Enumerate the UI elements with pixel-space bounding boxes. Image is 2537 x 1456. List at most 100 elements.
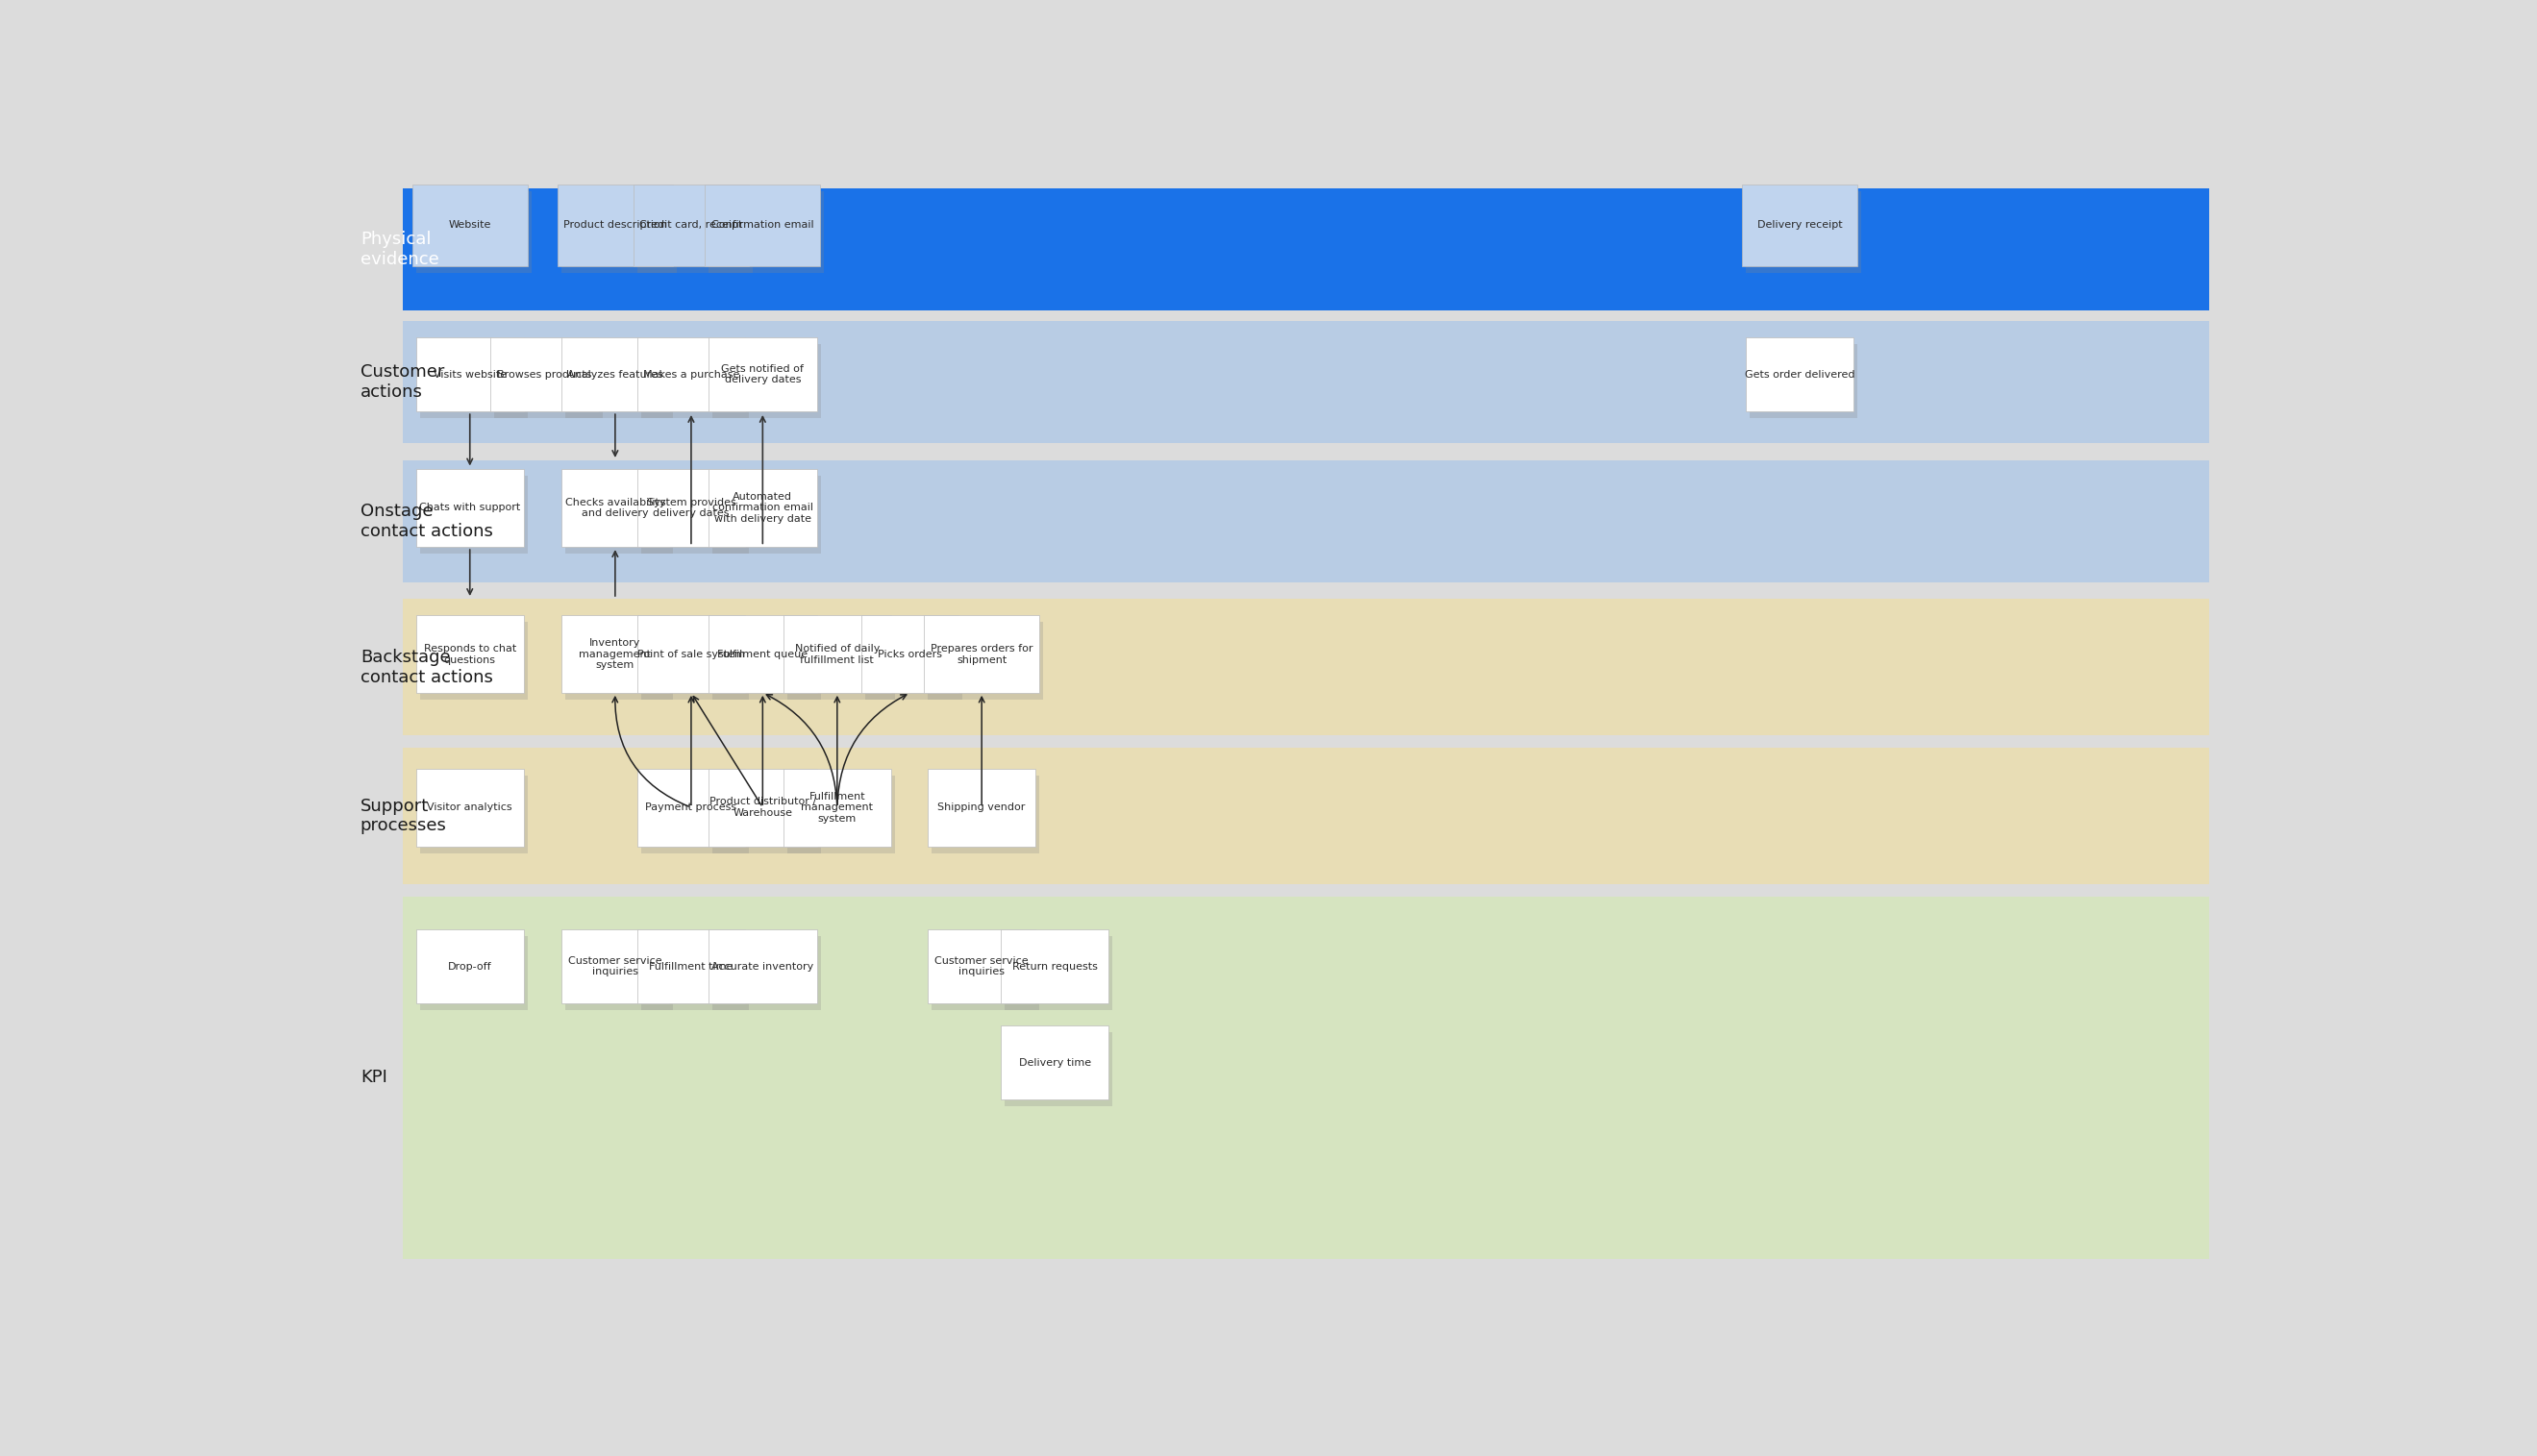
FancyBboxPatch shape xyxy=(416,469,523,546)
Text: Credit card, receipt: Credit card, receipt xyxy=(639,220,743,230)
Text: Customer service
inquiries: Customer service inquiries xyxy=(934,957,1027,977)
FancyBboxPatch shape xyxy=(784,769,890,846)
Text: Responds to chat
questions: Responds to chat questions xyxy=(424,644,515,664)
FancyBboxPatch shape xyxy=(713,775,819,853)
FancyBboxPatch shape xyxy=(642,936,748,1010)
FancyBboxPatch shape xyxy=(416,616,523,693)
FancyBboxPatch shape xyxy=(561,469,670,546)
FancyBboxPatch shape xyxy=(637,929,746,1003)
FancyBboxPatch shape xyxy=(561,616,670,693)
FancyBboxPatch shape xyxy=(642,775,748,853)
Text: Onstage
contact actions: Onstage contact actions xyxy=(360,502,492,540)
FancyBboxPatch shape xyxy=(634,185,748,266)
FancyBboxPatch shape xyxy=(637,616,746,693)
FancyBboxPatch shape xyxy=(403,897,2210,1259)
Text: Gets notified of
delivery dates: Gets notified of delivery dates xyxy=(721,364,804,384)
FancyBboxPatch shape xyxy=(637,191,753,272)
Text: Website: Website xyxy=(449,220,492,230)
Text: Chats with support: Chats with support xyxy=(419,502,520,513)
FancyBboxPatch shape xyxy=(566,936,672,1010)
Text: Physical
evidence: Physical evidence xyxy=(360,230,439,268)
FancyBboxPatch shape xyxy=(708,191,825,272)
FancyBboxPatch shape xyxy=(1005,1032,1114,1107)
FancyBboxPatch shape xyxy=(419,936,528,1010)
FancyBboxPatch shape xyxy=(931,936,1040,1010)
FancyBboxPatch shape xyxy=(1745,338,1855,412)
FancyBboxPatch shape xyxy=(558,185,672,266)
FancyBboxPatch shape xyxy=(1751,344,1857,418)
Text: Picks orders: Picks orders xyxy=(878,649,941,660)
FancyBboxPatch shape xyxy=(403,322,2210,443)
FancyBboxPatch shape xyxy=(419,622,528,700)
FancyBboxPatch shape xyxy=(1000,1025,1109,1099)
Text: Accurate inventory: Accurate inventory xyxy=(710,962,814,971)
Text: Inventory
management
system: Inventory management system xyxy=(578,638,652,670)
Text: Fulfilment queue: Fulfilment queue xyxy=(718,649,807,660)
FancyBboxPatch shape xyxy=(642,344,748,418)
Text: Notified of daily
fulfillment list: Notified of daily fulfillment list xyxy=(794,644,880,664)
FancyBboxPatch shape xyxy=(642,622,748,700)
Text: Analyzes features: Analyzes features xyxy=(568,370,662,380)
Text: Support
processes: Support processes xyxy=(360,798,447,834)
Text: Delivery time: Delivery time xyxy=(1020,1059,1091,1067)
FancyBboxPatch shape xyxy=(403,598,2210,735)
FancyBboxPatch shape xyxy=(929,929,1035,1003)
FancyBboxPatch shape xyxy=(1743,185,1857,266)
FancyBboxPatch shape xyxy=(863,616,959,693)
Text: Makes a purchase: Makes a purchase xyxy=(642,370,738,380)
FancyBboxPatch shape xyxy=(784,616,890,693)
FancyBboxPatch shape xyxy=(419,344,528,418)
FancyBboxPatch shape xyxy=(705,185,819,266)
FancyBboxPatch shape xyxy=(411,185,528,266)
Text: Customer service
inquiries: Customer service inquiries xyxy=(568,957,662,977)
FancyBboxPatch shape xyxy=(708,769,817,846)
FancyBboxPatch shape xyxy=(708,929,817,1003)
Text: Prepares orders for
shipment: Prepares orders for shipment xyxy=(931,644,1033,664)
FancyBboxPatch shape xyxy=(416,929,523,1003)
Text: Gets order delivered: Gets order delivered xyxy=(1745,370,1855,380)
FancyBboxPatch shape xyxy=(642,476,748,553)
FancyBboxPatch shape xyxy=(929,769,1035,846)
FancyBboxPatch shape xyxy=(1745,191,1862,272)
Text: Product distributor /
Warehouse: Product distributor / Warehouse xyxy=(710,796,817,818)
FancyBboxPatch shape xyxy=(713,622,819,700)
FancyBboxPatch shape xyxy=(713,344,819,418)
Text: Browses products: Browses products xyxy=(497,370,591,380)
Text: Fulfillment
management
system: Fulfillment management system xyxy=(802,792,873,824)
Text: Automated
confirmation email
with delivery date: Automated confirmation email with delive… xyxy=(713,492,814,524)
Text: KPI: KPI xyxy=(360,1069,388,1086)
FancyBboxPatch shape xyxy=(416,338,523,412)
Text: Shipping vendor: Shipping vendor xyxy=(939,802,1025,812)
FancyBboxPatch shape xyxy=(566,344,672,418)
Text: Payment process: Payment process xyxy=(644,802,736,812)
Text: Fulfillment time: Fulfillment time xyxy=(649,962,733,971)
Text: Backstage
contact actions: Backstage contact actions xyxy=(360,648,492,686)
FancyBboxPatch shape xyxy=(637,338,746,412)
FancyBboxPatch shape xyxy=(561,191,677,272)
FancyBboxPatch shape xyxy=(419,775,528,853)
Text: Visits website: Visits website xyxy=(434,370,507,380)
Text: Customer
actions: Customer actions xyxy=(360,364,444,400)
FancyBboxPatch shape xyxy=(403,747,2210,884)
Text: Checks availability
and delivery: Checks availability and delivery xyxy=(566,498,665,518)
FancyBboxPatch shape xyxy=(403,188,2210,310)
FancyBboxPatch shape xyxy=(495,344,601,418)
FancyBboxPatch shape xyxy=(1000,929,1109,1003)
Text: Return requests: Return requests xyxy=(1012,962,1099,971)
FancyBboxPatch shape xyxy=(708,338,817,412)
FancyBboxPatch shape xyxy=(786,775,896,853)
FancyBboxPatch shape xyxy=(1005,936,1114,1010)
FancyBboxPatch shape xyxy=(403,460,2210,582)
FancyBboxPatch shape xyxy=(416,191,533,272)
FancyBboxPatch shape xyxy=(416,769,523,846)
FancyBboxPatch shape xyxy=(490,338,599,412)
Text: Visitor analytics: Visitor analytics xyxy=(426,802,512,812)
FancyBboxPatch shape xyxy=(865,622,962,700)
Text: Confirmation email: Confirmation email xyxy=(710,220,814,230)
FancyBboxPatch shape xyxy=(708,616,817,693)
FancyBboxPatch shape xyxy=(786,622,896,700)
Text: System provides
delivery dates: System provides delivery dates xyxy=(647,498,736,518)
FancyBboxPatch shape xyxy=(419,476,528,553)
FancyBboxPatch shape xyxy=(561,338,670,412)
FancyBboxPatch shape xyxy=(929,622,1043,700)
